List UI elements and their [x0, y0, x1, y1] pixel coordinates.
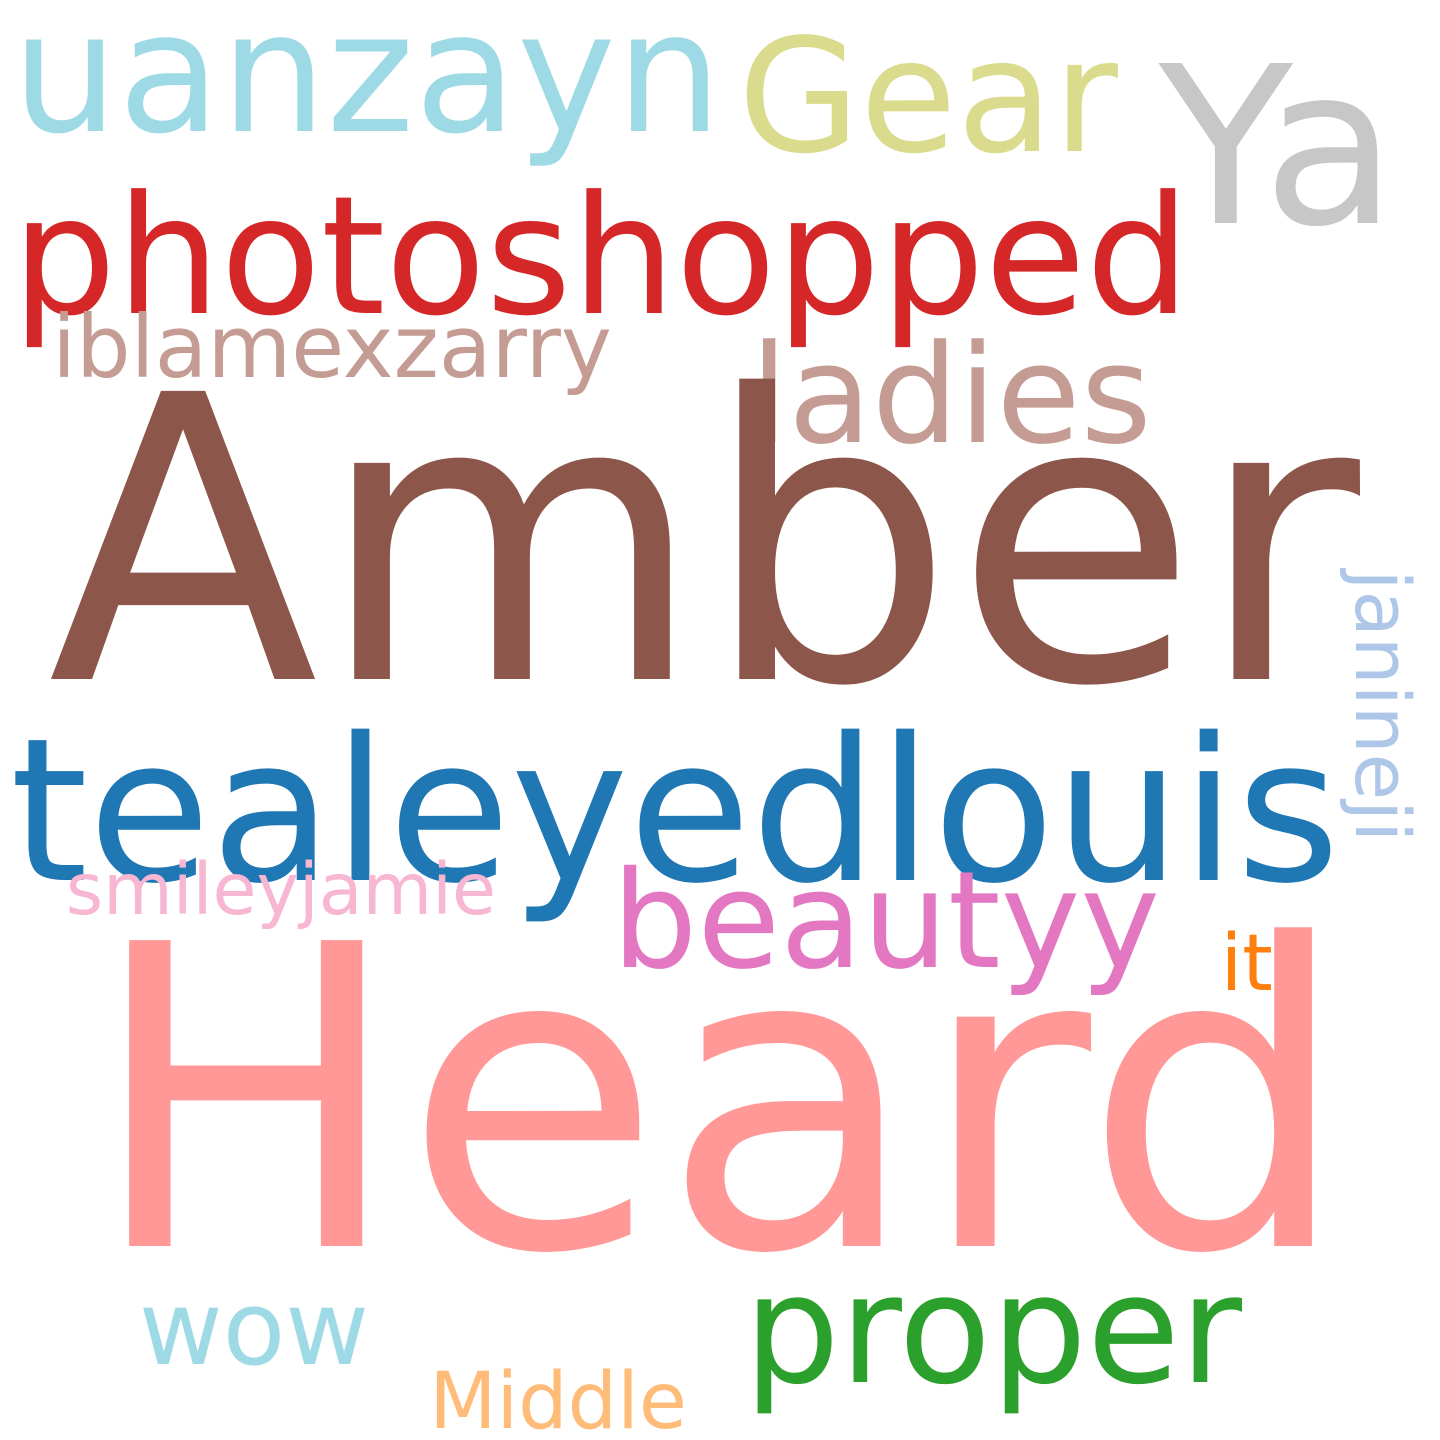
- word-ya: Ya: [1158, 19, 1398, 276]
- word-wow: wow: [138, 1269, 370, 1389]
- word-itt: itt: [1220, 919, 1304, 1009]
- word-janineji: janineji: [1337, 569, 1426, 843]
- word-ladies: ladies: [750, 315, 1152, 475]
- word-smileyjamie: smileyjamie: [65, 848, 497, 932]
- word-proper: proper: [743, 1241, 1243, 1418]
- word-gear: Gear: [738, 6, 1118, 190]
- word-uanzayn: uanzayn: [12, 0, 722, 172]
- word-heard: Heard: [88, 857, 1350, 1346]
- word-tealeyedlouis: tealeyedlouis: [10, 695, 1341, 928]
- word-photoshopped: photoshopped: [12, 159, 1191, 352]
- word-beautyy: beautyy: [611, 841, 1160, 999]
- word-iblamexzarry: iblamexzarry: [52, 298, 612, 398]
- word-middle: Middle: [429, 1357, 687, 1440]
- word-amber: Amber: [47, 313, 1361, 774]
